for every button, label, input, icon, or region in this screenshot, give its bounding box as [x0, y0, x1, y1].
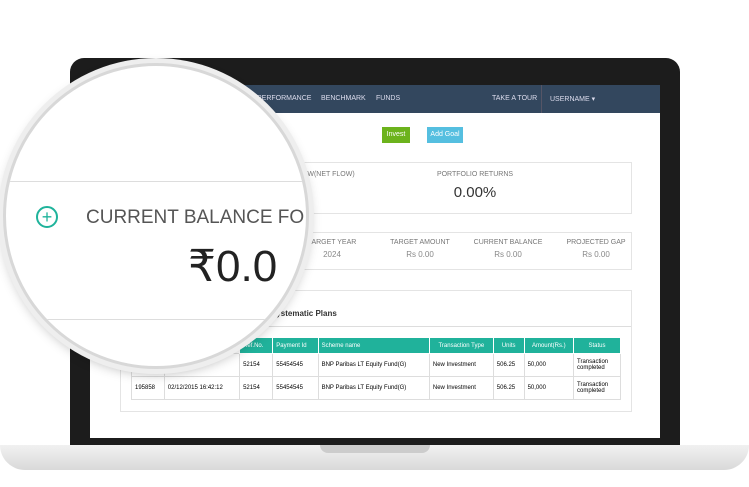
rule: [6, 181, 306, 182]
goal-label: TARGET AMOUNT: [390, 239, 450, 246]
rule: [6, 319, 306, 320]
goal-value: Rs 0.00: [494, 250, 522, 259]
plus-icon[interactable]: +: [36, 206, 58, 228]
table-cell: Transaction completed: [573, 353, 621, 377]
table-row: 195858 02/12/2015 16:42:12 52154 55454545 BN…: [131, 376, 621, 400]
nav-tour[interactable]: TAKE A TOUR: [492, 95, 538, 102]
table-cell: 55454545: [272, 353, 319, 377]
header-cell: Ref.No.: [239, 337, 274, 354]
goal-label: PROJECTED GAP: [566, 239, 626, 246]
table-cell: 52154: [239, 353, 274, 377]
header-cell: Transaction Type: [428, 337, 494, 354]
table-cell: 195858: [131, 376, 165, 400]
header-cell: Units: [492, 337, 525, 354]
magnified-label: CURRENT BALANCE FO: [86, 207, 305, 228]
table-cell: BNP Paribas LT Equity Fund(G): [317, 376, 430, 400]
divider: [541, 85, 542, 113]
table-cell: Transaction completed: [573, 376, 621, 400]
stat-value: 0.00%: [453, 184, 497, 201]
table-cell: 50,000: [523, 376, 575, 400]
rule: [121, 326, 631, 327]
header-cell: Payment Id: [272, 337, 319, 354]
table-cell: 506.25: [492, 376, 525, 400]
goal-value: 2024: [323, 250, 341, 259]
stat-label: PORTFOLIO RETURNS: [436, 171, 514, 178]
nav-item[interactable]: BENCHMARK: [321, 95, 366, 102]
table-cell: BNP Paribas LT Equity Fund(G): [317, 353, 430, 377]
table-cell: 506.25: [492, 353, 525, 377]
table-cell: New Investment: [428, 376, 494, 400]
table-cell: New Investment: [428, 353, 494, 377]
table-cell: 02/12/2015 16:42:12: [163, 376, 241, 400]
magnified-value: ₹0.0: [188, 242, 278, 291]
add-goal-button[interactable]: Add Goal: [427, 127, 463, 143]
table-cell: 52154: [239, 376, 274, 400]
goal-label: CURRENT BALANCE: [473, 239, 543, 246]
goal-value: Rs 0.00: [582, 250, 610, 259]
invest-button[interactable]: Invest: [382, 127, 410, 143]
laptop-notch: [320, 445, 430, 453]
header-cell: Scheme name: [317, 337, 430, 354]
table-cell: 55454545: [272, 376, 319, 400]
table-cell: 50,000: [523, 353, 575, 377]
nav-item[interactable]: PERFORMANCE: [257, 95, 312, 102]
header-cell: Status: [573, 337, 621, 354]
plans-title: Systematic Plans: [271, 309, 337, 318]
magnifier: + CURRENT BALANCE FO ₹0.0: [3, 63, 309, 369]
header-cell: Amount(Rs.): [523, 337, 575, 354]
nav-item[interactable]: FUNDS: [376, 95, 401, 102]
goal-value: Rs 0.00: [406, 250, 434, 259]
nav-user[interactable]: USERNAME ▾: [550, 96, 596, 103]
goal-label: TARGET YEAR: [307, 239, 357, 246]
